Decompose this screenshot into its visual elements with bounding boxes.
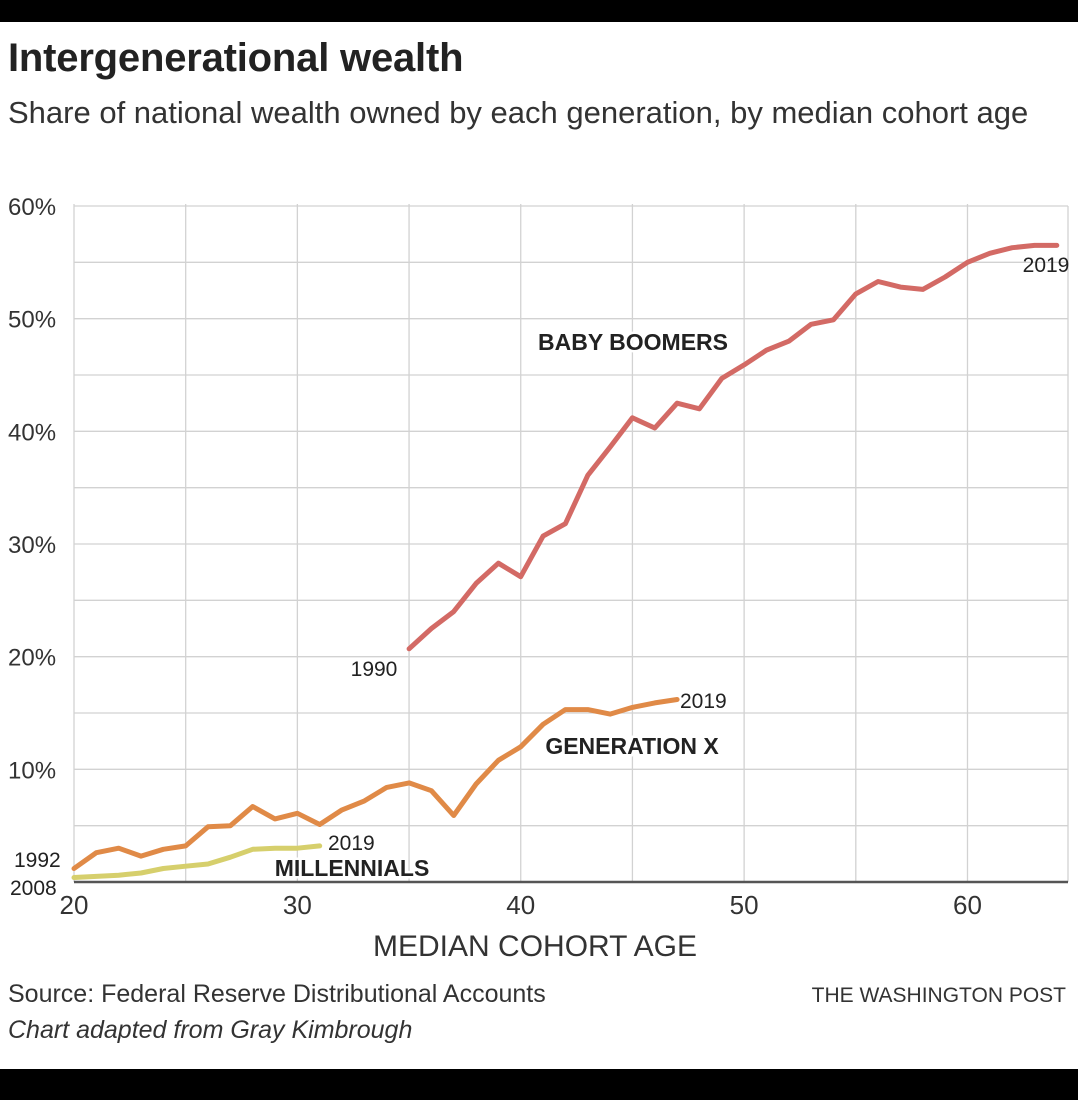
x-tick-label: 40 [506, 890, 535, 920]
series-name-label: BABY BOOMERS [538, 329, 728, 355]
publisher-logo-text: THE WASHINGTON POST [811, 984, 1066, 1007]
y-tick-label: 20% [8, 645, 56, 672]
y-tick-label: 10% [8, 757, 56, 784]
y-tick-label: 30% [8, 532, 56, 559]
series-end-label: 2019 [1023, 254, 1070, 277]
y-tick-label: 50% [8, 307, 56, 334]
series-name-label: GENERATION X [545, 733, 719, 759]
x-tick-label: 50 [730, 890, 759, 920]
series-start-label: 2008 [10, 877, 57, 900]
series-end-label: 2019 [328, 832, 375, 855]
series-line-3 [71, 843, 323, 880]
chart-subtitle: Share of national wealth owned by each g… [8, 95, 1029, 130]
x-axis-title: MEDIAN COHORT AGE [373, 930, 697, 963]
x-tick-label: 60 [953, 890, 982, 920]
y-tick-label: 40% [8, 419, 56, 446]
series-line-1 [406, 242, 1060, 652]
axes: 10% 20% 30% 40% 50% 60% 20 30 40 50 60 MEDIAN COHOR… [8, 194, 1068, 963]
series-start-label: 1992 [14, 849, 61, 872]
line-chart: BABY BOOMERS 1990 2019 GENERATION X 1992 2019… [8, 194, 1069, 963]
credit-note: Chart adapted from Gray Kimbrough [8, 1016, 413, 1044]
y-tick-label: 60% [8, 194, 56, 221]
x-tick-label: 20 [60, 890, 89, 920]
source-note: Source: Federal Reserve Distributional A… [8, 980, 546, 1008]
grid [73, 204, 1069, 882]
chart-panel: Intergenerational wealth Share of nation… [0, 22, 1078, 1069]
chart-title: Intergenerational wealth [8, 36, 464, 80]
series-start-label: 1990 [351, 658, 398, 681]
x-tick-label: 30 [283, 890, 312, 920]
series-lines [71, 242, 1060, 880]
series-name-label: MILLENNIALS [275, 855, 430, 881]
annotations: BABY BOOMERS 1990 2019 GENERATION X 1992 2019… [10, 254, 1069, 900]
series-line-2 [71, 697, 680, 871]
series-end-label: 2019 [680, 690, 727, 713]
